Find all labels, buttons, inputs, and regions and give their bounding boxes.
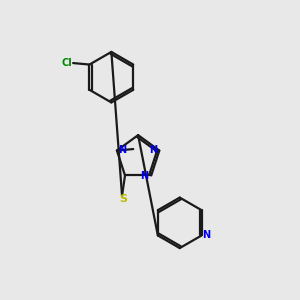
Text: N: N — [149, 145, 157, 155]
Text: N: N — [118, 145, 126, 155]
Text: S: S — [119, 194, 127, 204]
Text: N: N — [202, 230, 210, 241]
Text: Cl: Cl — [62, 58, 73, 68]
Text: N: N — [141, 171, 149, 182]
